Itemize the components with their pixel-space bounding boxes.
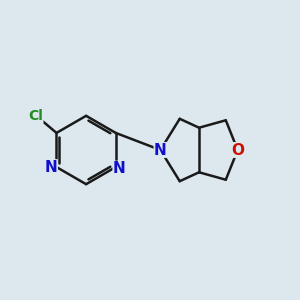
Text: N: N [154, 142, 167, 158]
Text: N: N [45, 160, 58, 175]
Text: O: O [231, 142, 244, 158]
Text: Cl: Cl [28, 109, 43, 123]
Text: N: N [113, 161, 126, 176]
